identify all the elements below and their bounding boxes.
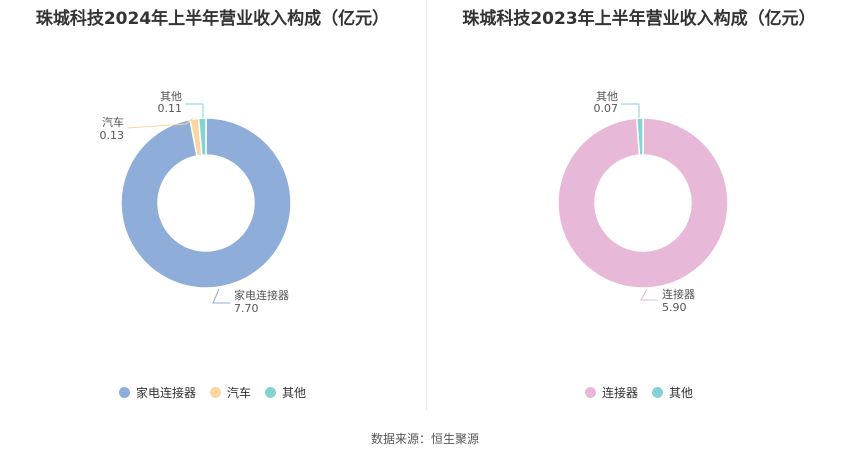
chart-2023-title: 珠城科技2023年上半年营业收入构成（亿元）	[462, 9, 816, 29]
chart-2023-label-name-0: 连接器	[662, 288, 695, 301]
chart-2024-legend-marker-1	[209, 387, 221, 398]
chart-2024-legend: 家电连接器 汽车 其他	[0, 384, 425, 401]
chart-2023-leader-line-1	[621, 103, 640, 118]
chart-2024-label-value-2: 0.11	[158, 102, 183, 115]
chart-2024-legend-marker-0	[118, 387, 130, 398]
chart-2023-legend-label-1: 其他	[669, 386, 694, 400]
chart-2023-panel: 珠城科技2023年上半年营业收入构成（亿元） 连接器 5.90 其他 0.07 连接器…	[428, 0, 850, 410]
chart-2024-slice-0	[120, 117, 292, 289]
chart-2024-slice-2	[197, 117, 207, 156]
chart-2024-label-name-1: 汽车	[102, 115, 124, 129]
chart-2023-label-name-1: 其他	[596, 90, 618, 103]
chart-2023-legend-item-0[interactable]: 连接器	[584, 384, 638, 401]
chart-2023-legend-label-0: 连接器	[601, 386, 638, 400]
panel-divider	[426, 0, 427, 410]
chart-2024-leader-line-1	[126, 117, 194, 129]
chart-2024-legend-item-2[interactable]: 其他	[265, 384, 306, 401]
chart-2024-label-name-0: 家电连接器	[234, 288, 289, 302]
data-source-note: 数据来源：恒生聚源	[370, 432, 479, 446]
chart-2024-leader-line-2	[185, 103, 204, 118]
chart-2024-label-value-0: 7.70	[234, 302, 259, 315]
chart-2023-legend-item-1[interactable]: 其他	[652, 384, 693, 401]
chart-2023-leader-line-0	[640, 288, 658, 301]
chart-2023-label-value-0: 5.90	[662, 301, 687, 314]
chart-2024-legend-label-0: 家电连接器	[135, 386, 196, 400]
chart-2024-leader-line-0	[212, 288, 230, 304]
chart-2024-label-name-2: 其他	[160, 90, 182, 103]
chart-2024-legend-label-2: 其他	[282, 386, 307, 400]
chart-2023-legend-marker-1	[652, 387, 663, 398]
chart-2023-legend: 连接器 其他	[428, 384, 850, 401]
chart-2023-label-value-1: 0.07	[594, 102, 619, 115]
chart-2024-legend-marker-2	[265, 387, 276, 398]
chart-2024-panel: 珠城科技2024年上半年营业收入构成（亿元） 家电连接器 7.70 汽车 0.13 其他…	[0, 0, 425, 410]
chart-2023-slice-0	[557, 117, 729, 289]
chart-2024-legend-item-1[interactable]: 汽车	[209, 384, 251, 401]
chart-2024-title: 珠城科技2024年上半年营业收入构成（亿元）	[35, 9, 390, 29]
chart-2024-legend-label-1: 汽车	[226, 386, 251, 400]
chart-2023-legend-marker-0	[584, 387, 596, 398]
chart-2023-slice-1	[635, 117, 644, 156]
chart-2024-legend-item-0[interactable]: 家电连接器	[118, 384, 196, 401]
chart-2024-label-value-1: 0.13	[100, 129, 125, 142]
